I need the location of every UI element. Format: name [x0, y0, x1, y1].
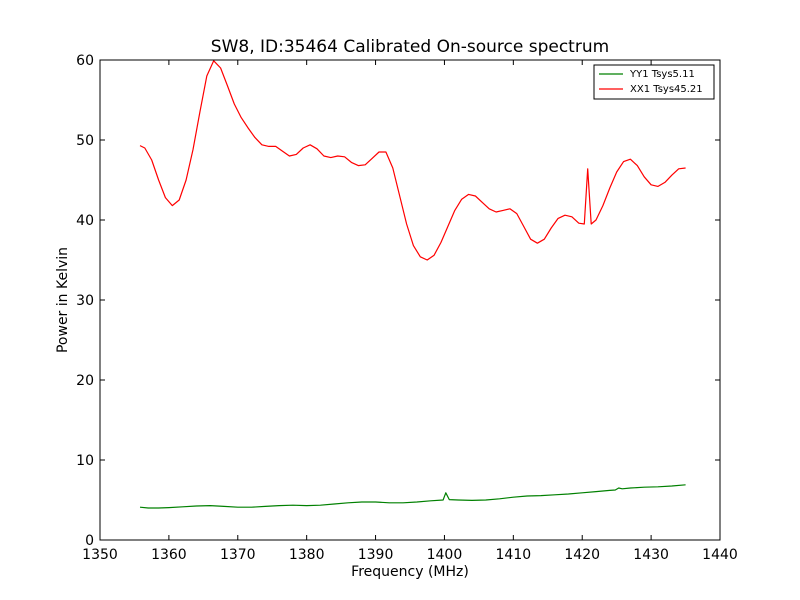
- y-tick-label: 40: [76, 213, 94, 229]
- y-tick-label: 50: [76, 133, 94, 149]
- series-line-yy1: [139, 484, 686, 509]
- x-tick-label: 1440: [702, 547, 738, 563]
- y-tick-label: 20: [76, 373, 94, 389]
- chart-title: SW8, ID:35464 Calibrated On-source spect…: [211, 37, 609, 57]
- y-tick-label: 60: [76, 53, 94, 69]
- y-tick-label: 30: [76, 293, 94, 309]
- legend-label-xx1: XX1 Tsys45.21: [630, 84, 703, 95]
- x-tick-label: 1380: [289, 547, 325, 563]
- x-tick-label: 1360: [151, 547, 187, 563]
- legend: YY1 Tsys5.11 XX1 Tsys45.21: [593, 64, 715, 100]
- x-tick-label: 1430: [633, 547, 669, 563]
- y-tick-label: 0: [85, 533, 94, 549]
- x-tick-label: 1420: [564, 547, 600, 563]
- axis-ticks: 1350 1360 1370 1380 1390 1400 1410 1420 1430 1440…: [76, 53, 738, 563]
- y-tick-label: 10: [76, 453, 94, 469]
- x-tick-label: 1400: [427, 547, 463, 563]
- x-tick-label: 1370: [220, 547, 256, 563]
- y-axis-label: Power in Kelvin: [55, 247, 71, 353]
- x-tick-label: 1390: [358, 547, 394, 563]
- legend-box: [593, 64, 715, 100]
- series-line-xx1: [139, 60, 686, 261]
- legend-label-yy1: YY1 Tsys5.11: [629, 69, 695, 80]
- x-axis-label: Frequency (MHz): [351, 564, 469, 580]
- x-tick-label: 1350: [82, 547, 118, 563]
- plot-area: [139, 60, 686, 509]
- x-tick-label: 1410: [496, 547, 532, 563]
